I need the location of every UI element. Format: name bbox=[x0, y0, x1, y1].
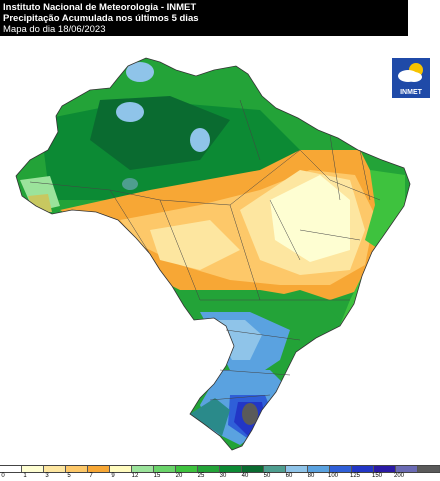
legend-ticks: 0 1 3 5 7 9 12 15 20 25 30 40 50 60 80 100 125 150 200 bbox=[0, 473, 440, 481]
legend-color-bar bbox=[0, 465, 440, 473]
legend-swatch bbox=[22, 466, 44, 472]
logo-label: INMET bbox=[400, 89, 422, 96]
legend-swatch bbox=[352, 466, 374, 472]
legend-tick-label: 200 bbox=[393, 473, 405, 479]
map-header: Instituto Nacional de Meteorologia - INM… bbox=[0, 0, 408, 36]
inmet-logo: INMET bbox=[392, 58, 430, 98]
legend-swatch bbox=[198, 466, 220, 472]
legend-swatch bbox=[88, 466, 110, 472]
legend-swatch bbox=[374, 466, 396, 472]
legend-swatch bbox=[330, 466, 352, 472]
map-date: Mapa do dia 18/06/2023 bbox=[3, 24, 106, 35]
legend-tick-label: 9 bbox=[111, 473, 115, 479]
legend-tick-label: 5 bbox=[67, 473, 71, 479]
legend-tick-label: 20 bbox=[175, 473, 183, 479]
legend-swatch bbox=[242, 466, 264, 472]
legend-tick-label: 125 bbox=[349, 473, 361, 479]
legend-tick-label: 15 bbox=[153, 473, 161, 479]
legend-tick-label: 7 bbox=[89, 473, 93, 479]
legend-swatch bbox=[418, 466, 440, 472]
legend-swatch bbox=[110, 466, 132, 472]
legend-swatch bbox=[220, 466, 242, 472]
legend-tick-label: 80 bbox=[307, 473, 315, 479]
legend-swatch bbox=[132, 466, 154, 472]
legend-tick-label: 12 bbox=[131, 473, 139, 479]
color-legend: 0 1 3 5 7 9 12 15 20 25 30 40 50 60 80 100 125 150 200 bbox=[0, 465, 440, 481]
map-title: Precipitação Acumulada nos últimos 5 dia… bbox=[3, 13, 199, 24]
legend-swatch bbox=[308, 466, 330, 472]
legend-swatch bbox=[66, 466, 88, 472]
weather-icon bbox=[398, 63, 423, 82]
legend-tick-label: 60 bbox=[285, 473, 293, 479]
legend-swatch bbox=[176, 466, 198, 472]
precipitation-map bbox=[15, 57, 411, 451]
legend-tick-label: 100 bbox=[327, 473, 339, 479]
legend-swatch bbox=[44, 466, 66, 472]
legend-tick-label: 40 bbox=[241, 473, 249, 479]
legend-tick-label: 0 bbox=[1, 473, 5, 479]
legend-tick-label: 150 bbox=[371, 473, 383, 479]
legend-swatch bbox=[154, 466, 176, 472]
legend-tick-label: 3 bbox=[45, 473, 49, 479]
legend-swatch bbox=[264, 466, 286, 472]
legend-swatch bbox=[0, 466, 22, 472]
legend-swatch bbox=[396, 466, 418, 472]
legend-swatch bbox=[286, 466, 308, 472]
legend-tick-label: 25 bbox=[197, 473, 205, 479]
legend-tick-label: 30 bbox=[219, 473, 227, 479]
institution-title: Instituto Nacional de Meteorologia - INM… bbox=[3, 2, 197, 13]
legend-tick-label: 1 bbox=[23, 473, 27, 479]
legend-tick-label: 50 bbox=[263, 473, 271, 479]
